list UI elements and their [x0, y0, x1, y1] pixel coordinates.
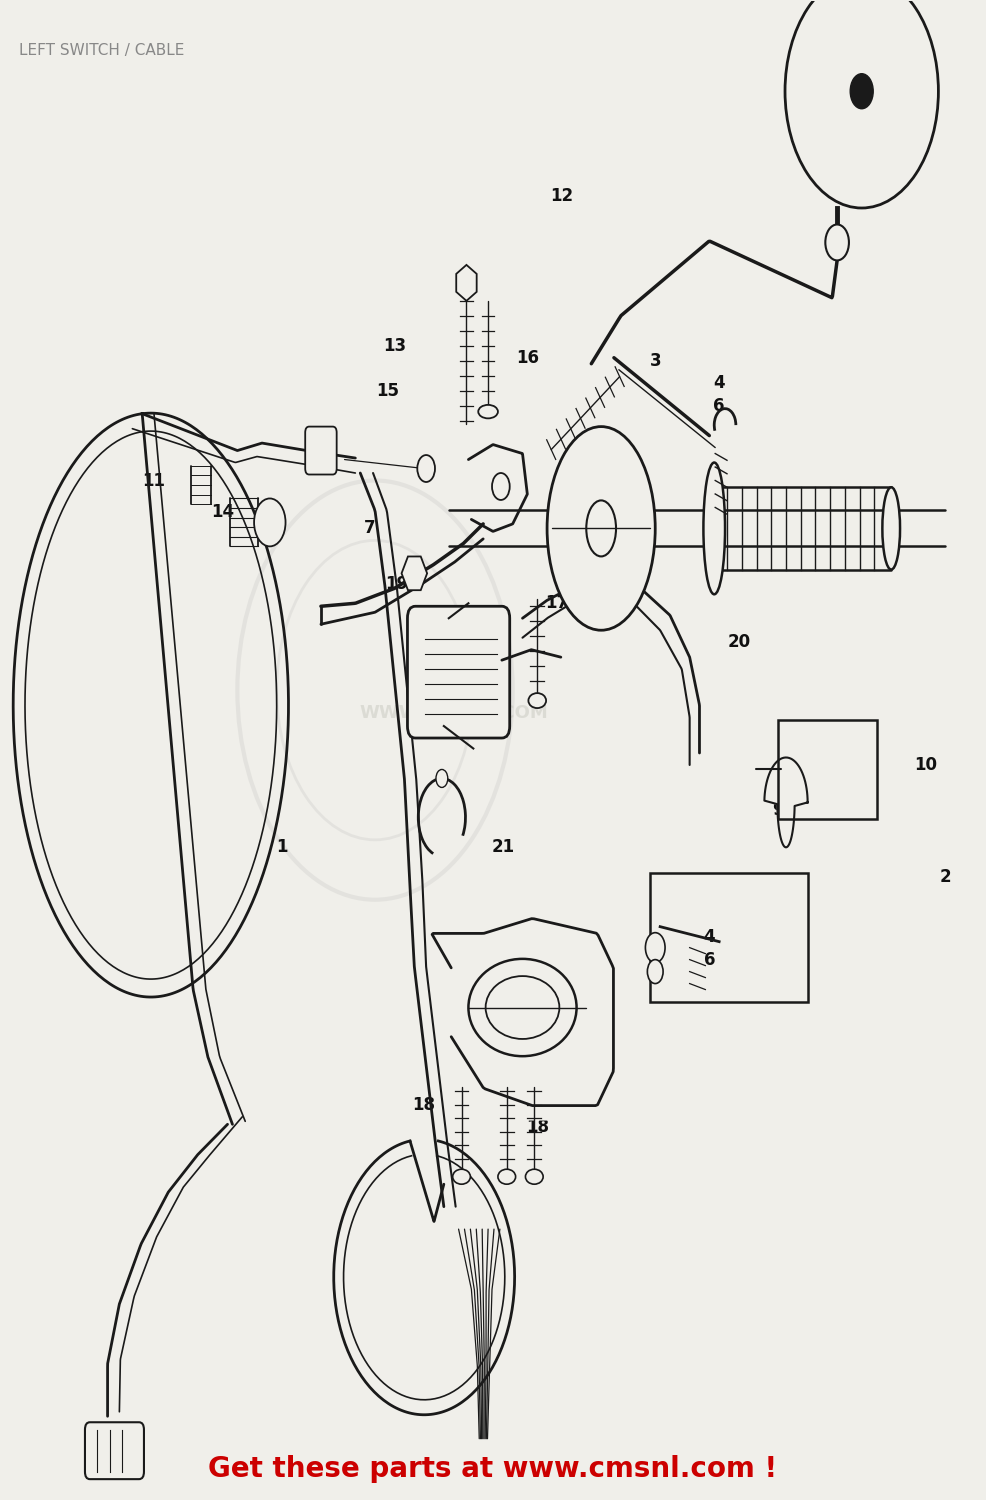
FancyBboxPatch shape: [437, 918, 628, 1120]
Text: 5: 5: [605, 936, 616, 954]
Ellipse shape: [478, 405, 498, 418]
Polygon shape: [764, 758, 808, 847]
Text: 4: 4: [703, 928, 715, 946]
FancyBboxPatch shape: [407, 606, 510, 738]
Ellipse shape: [498, 1168, 516, 1184]
Circle shape: [646, 933, 666, 963]
Text: 18: 18: [526, 1119, 549, 1137]
FancyBboxPatch shape: [85, 1422, 144, 1479]
Circle shape: [850, 74, 874, 108]
Text: 1: 1: [276, 839, 287, 856]
Text: 12: 12: [550, 188, 574, 206]
Text: LEFT SWITCH / CABLE: LEFT SWITCH / CABLE: [19, 44, 184, 58]
Text: 9: 9: [772, 801, 784, 819]
Ellipse shape: [453, 1168, 470, 1184]
Text: 20: 20: [728, 633, 750, 651]
Circle shape: [254, 498, 286, 546]
Text: 11: 11: [142, 471, 166, 489]
Text: 2: 2: [940, 868, 951, 886]
Ellipse shape: [468, 958, 577, 1056]
Ellipse shape: [526, 1168, 543, 1184]
Circle shape: [825, 225, 849, 261]
Text: 6: 6: [704, 951, 715, 969]
Ellipse shape: [547, 426, 656, 630]
Text: Get these parts at www.cmsnl.com !: Get these parts at www.cmsnl.com !: [208, 1455, 778, 1482]
Ellipse shape: [587, 501, 616, 556]
Text: 16: 16: [516, 348, 539, 366]
Text: 3: 3: [650, 351, 661, 369]
Text: 17: 17: [545, 594, 569, 612]
Text: 7: 7: [364, 519, 376, 537]
Circle shape: [436, 770, 448, 788]
Circle shape: [492, 472, 510, 500]
Text: 13: 13: [384, 338, 406, 356]
Circle shape: [648, 960, 664, 984]
Text: 19: 19: [386, 574, 408, 592]
Ellipse shape: [882, 488, 900, 570]
Text: 8: 8: [418, 714, 430, 732]
Circle shape: [417, 454, 435, 482]
Text: 21: 21: [491, 839, 515, 856]
Ellipse shape: [703, 462, 725, 594]
FancyBboxPatch shape: [306, 426, 336, 474]
Text: 10: 10: [914, 756, 937, 774]
Text: 14: 14: [211, 503, 235, 520]
Text: WWW.CMSNL.COM: WWW.CMSNL.COM: [359, 704, 548, 722]
Text: 15: 15: [377, 381, 399, 399]
Text: 4: 4: [713, 374, 725, 392]
Text: 6: 6: [714, 396, 725, 414]
Text: 18: 18: [413, 1096, 436, 1114]
Ellipse shape: [528, 693, 546, 708]
